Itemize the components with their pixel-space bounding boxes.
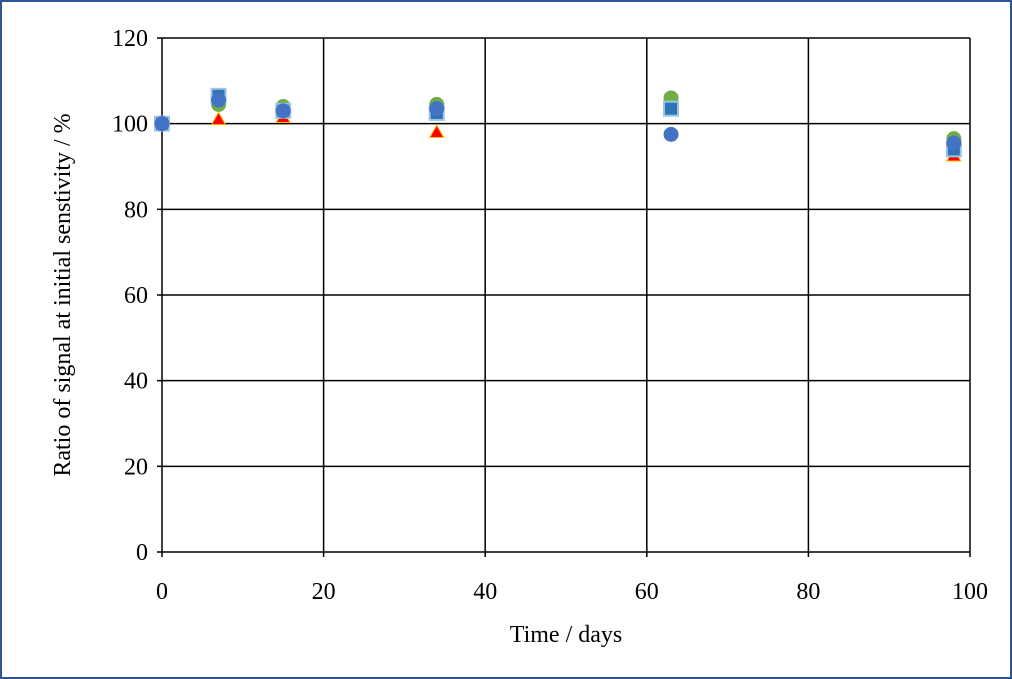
y-tick-label: 0 <box>136 540 148 566</box>
gridlines <box>162 37 971 552</box>
y-tick-label: 100 <box>112 112 148 138</box>
circle-marker <box>154 116 170 132</box>
triangle-marker <box>428 124 445 138</box>
y-tick-label: 80 <box>124 197 148 223</box>
y-tick-label: 40 <box>124 369 148 395</box>
x-tick-label: 0 <box>156 579 168 605</box>
y-axis-ticks: 0 20 40 60 80 100 120 <box>112 26 162 566</box>
square-marker <box>663 100 680 117</box>
triangle-marker <box>210 111 227 126</box>
circle-marker <box>946 135 962 151</box>
y-tick-label: 120 <box>112 26 148 52</box>
x-axis-title: Time / days <box>510 622 622 648</box>
x-tick-label: 40 <box>473 579 497 605</box>
x-tick-label: 20 <box>312 579 336 605</box>
x-tick-label: 100 <box>952 579 988 605</box>
circle-marker <box>663 126 679 142</box>
y-axis-title: Ratio of signal at initial senstivity / … <box>50 113 76 476</box>
x-axis-ticks: 0 20 40 60 80 100 <box>156 552 988 605</box>
y-tick-label: 60 <box>124 283 148 309</box>
y-tick-label: 20 <box>124 454 148 480</box>
circle-marker <box>429 101 445 117</box>
x-tick-label: 80 <box>796 579 820 605</box>
circle-marker <box>275 103 291 119</box>
data-markers <box>154 87 962 162</box>
x-tick-label: 60 <box>635 579 659 605</box>
circle-marker <box>211 92 227 108</box>
